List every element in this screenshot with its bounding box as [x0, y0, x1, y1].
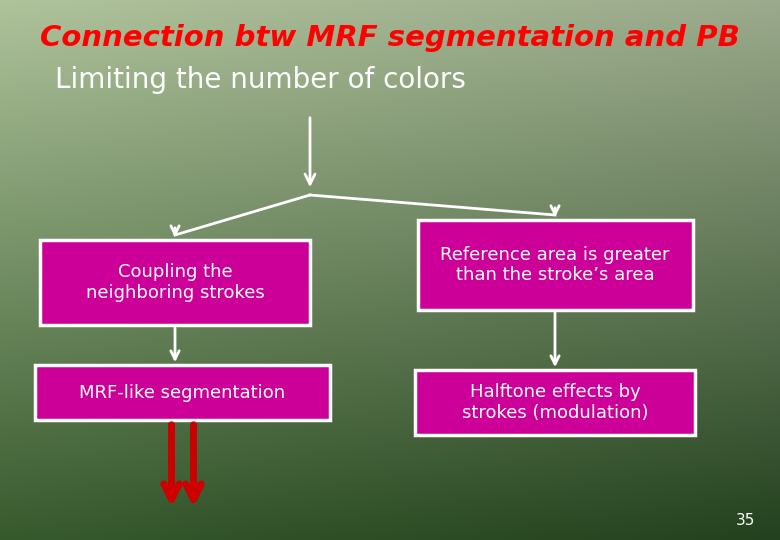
FancyBboxPatch shape — [35, 365, 330, 420]
FancyBboxPatch shape — [415, 370, 695, 435]
Text: Halftone effects by
strokes (modulation): Halftone effects by strokes (modulation) — [462, 383, 648, 422]
Text: 35: 35 — [736, 513, 755, 528]
Text: Limiting the number of colors: Limiting the number of colors — [55, 66, 466, 94]
Text: Connection btw MRF segmentation and PB: Connection btw MRF segmentation and PB — [40, 24, 740, 52]
Text: MRF-like segmentation: MRF-like segmentation — [80, 383, 285, 402]
FancyBboxPatch shape — [417, 220, 693, 310]
FancyBboxPatch shape — [40, 240, 310, 325]
Text: Coupling the
neighboring strokes: Coupling the neighboring strokes — [86, 263, 264, 302]
Text: Reference area is greater
than the stroke’s area: Reference area is greater than the strok… — [440, 246, 670, 285]
